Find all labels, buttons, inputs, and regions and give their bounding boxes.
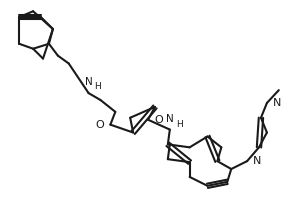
Text: H: H	[176, 120, 182, 129]
Text: O: O	[96, 120, 104, 130]
Text: N: N	[273, 98, 281, 108]
Text: N: N	[253, 156, 261, 166]
Text: O: O	[154, 115, 163, 125]
Text: N: N	[85, 77, 92, 87]
Text: N: N	[166, 114, 174, 124]
Text: H: H	[94, 82, 101, 91]
